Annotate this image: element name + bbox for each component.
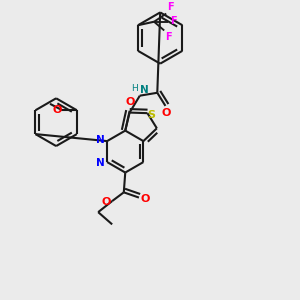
- Text: S: S: [147, 110, 155, 120]
- Text: F: F: [167, 2, 173, 12]
- Text: N: N: [140, 85, 149, 94]
- Text: F: F: [165, 32, 171, 42]
- Text: N: N: [96, 135, 105, 145]
- Text: N: N: [96, 158, 105, 168]
- Text: H: H: [131, 84, 138, 93]
- Text: O: O: [52, 105, 62, 115]
- Text: O: O: [141, 194, 150, 204]
- Text: O: O: [125, 97, 135, 107]
- Text: F: F: [170, 16, 177, 26]
- Text: O: O: [101, 197, 111, 207]
- Text: O: O: [162, 108, 171, 118]
